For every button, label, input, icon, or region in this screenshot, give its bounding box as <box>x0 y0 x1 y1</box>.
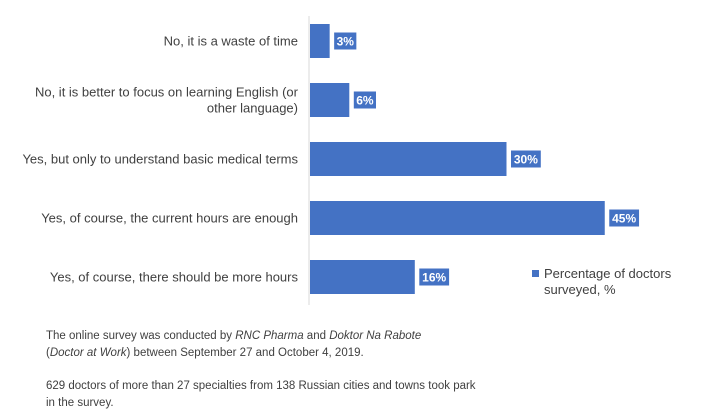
category-label: No, it is better to focus on learning En… <box>35 85 299 116</box>
data-label-box <box>418 267 451 287</box>
bars-layer: 3% 6% 30% 45% 16% <box>310 24 641 294</box>
note-text: and <box>303 330 330 342</box>
survey-sample-note: 629 doctors of more than 27 specialties … <box>46 380 476 409</box>
note-company-name: Doctor at Work <box>49 347 127 359</box>
category-labels-layer: No, it is a waste of time No, it is bette… <box>22 34 298 285</box>
data-label-box <box>510 149 542 169</box>
note-text: ( <box>46 347 50 359</box>
legend: Percentage of doctors surveyed, % <box>532 266 672 297</box>
legend-swatch <box>532 270 539 277</box>
data-label: 6% <box>356 94 374 108</box>
note-company-name: RNC Pharma <box>235 330 304 342</box>
bar <box>310 260 415 294</box>
data-label: 3% <box>337 35 355 49</box>
note-company-name: Doktor Na Rabote <box>329 330 422 342</box>
data-label-box <box>352 90 377 110</box>
note-text: The online survey was conducted by <box>46 330 236 342</box>
survey-method-note: The online survey was conducted by RNC P… <box>46 328 486 362</box>
category-label: Yes, of course, the current hours are en… <box>41 211 298 226</box>
data-label: 16% <box>422 271 446 285</box>
data-label-box <box>608 208 641 228</box>
bar <box>310 142 507 176</box>
category-label: No, it is a waste of time <box>164 34 298 49</box>
bar <box>310 83 350 117</box>
bar-chart: 3%6%30%45%16% No, it is a waste of timeN… <box>22 16 672 305</box>
data-label: 45% <box>612 212 636 226</box>
note-text: ) between September 27 and October 4, 20… <box>126 347 364 359</box>
legend-entry: Percentage of doctors surveyed, % <box>544 266 672 297</box>
category-label: Yes, but only to understand basic medica… <box>22 152 298 167</box>
bar <box>310 24 330 58</box>
data-label: 30% <box>514 153 538 167</box>
data-label-box <box>333 31 358 51</box>
category-label: Yes, of course, there should be more hou… <box>50 270 299 285</box>
bar <box>310 201 605 235</box>
